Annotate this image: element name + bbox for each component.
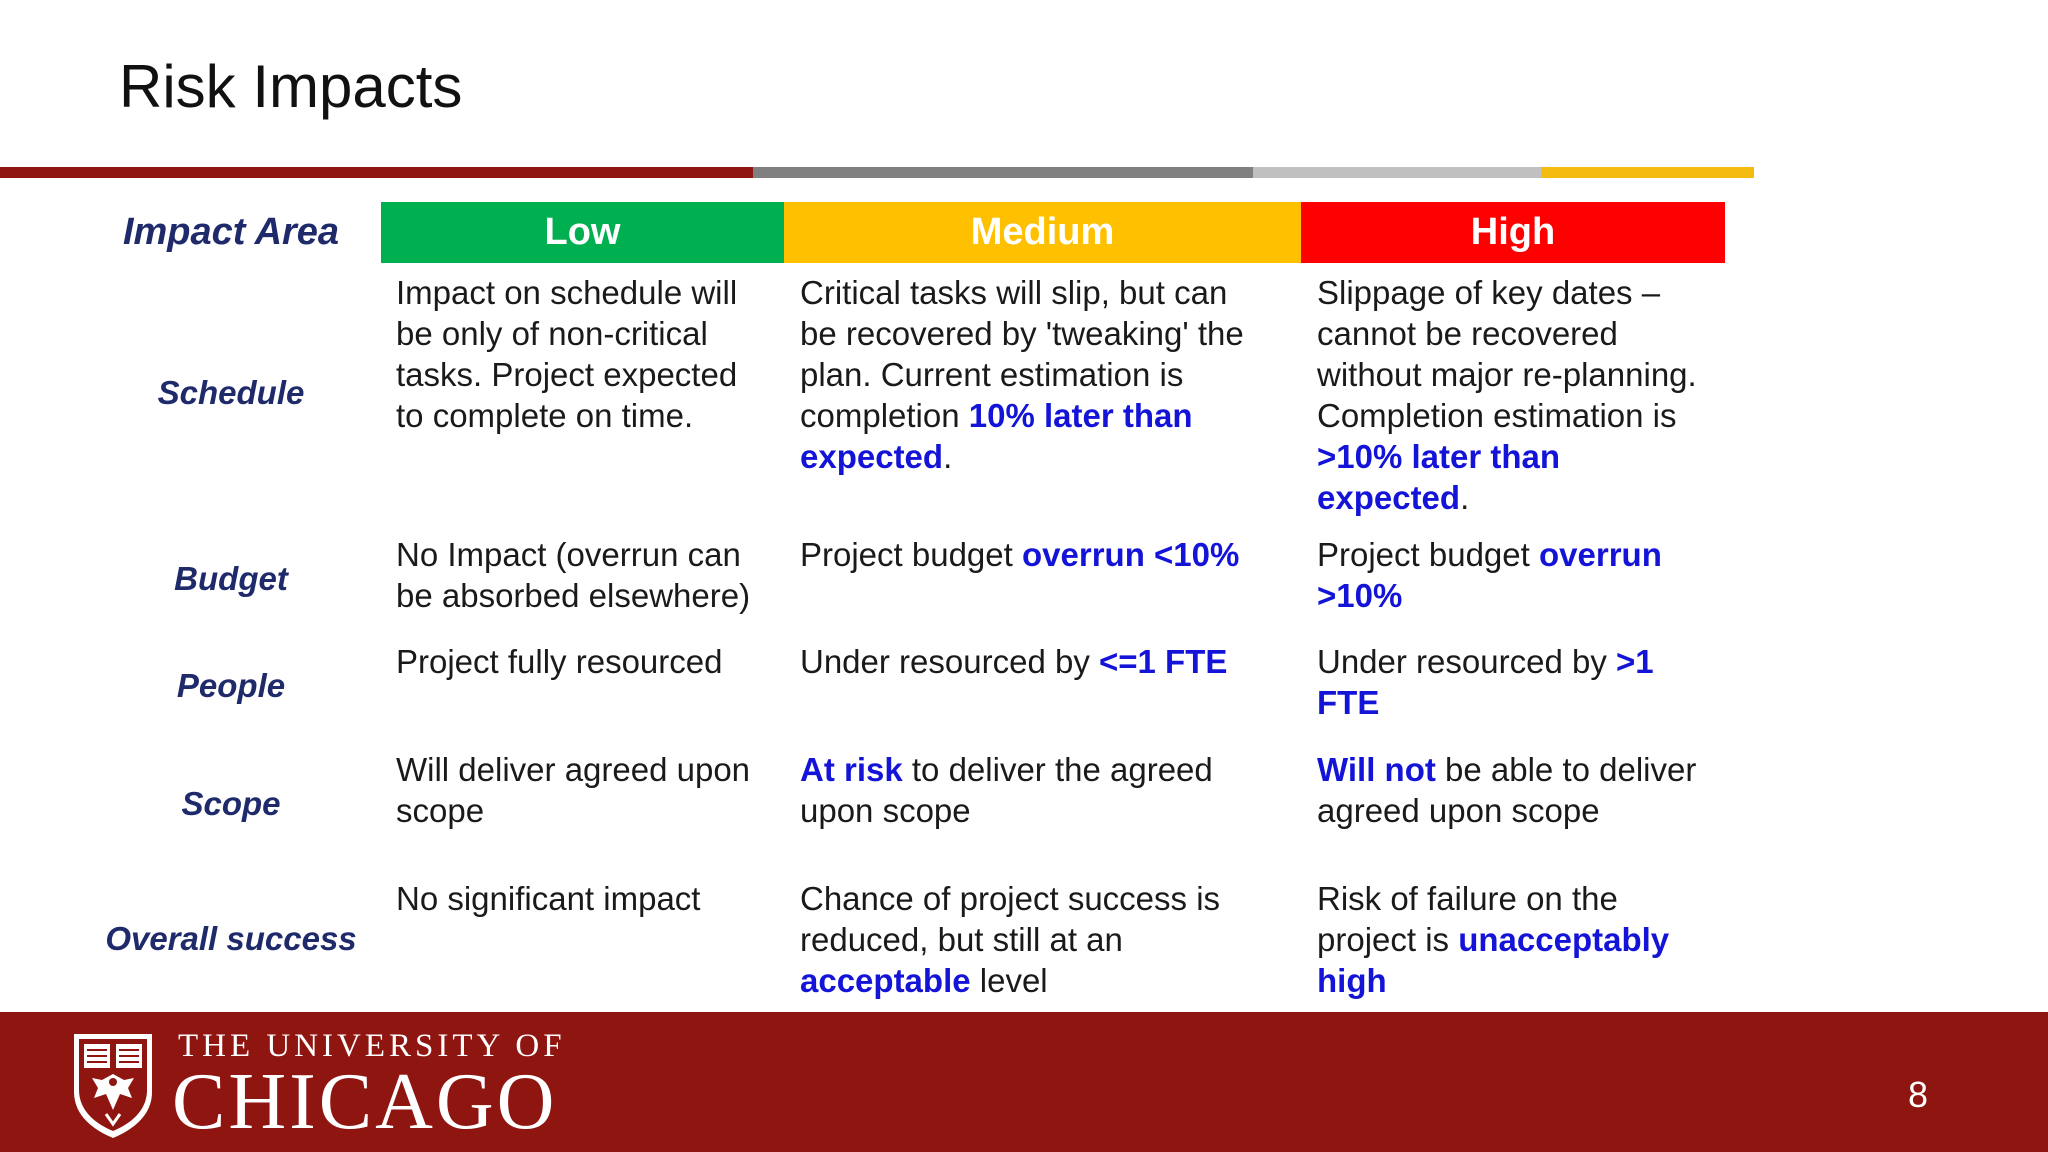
cell-medium: At risk to deliver the agreed upon scope (800, 749, 1300, 831)
header-medium: Medium (784, 202, 1301, 263)
highlighted-text: overrun <10% (1021, 536, 1240, 573)
impact-area-label: Scope (181, 785, 281, 822)
cell-low: Project fully resourced (396, 641, 781, 682)
divider-segment-red (0, 167, 753, 178)
impact-area-label: Budget (174, 560, 288, 597)
cell-text: Under resourced by (800, 643, 1099, 680)
cell-medium: Critical tasks will slip, but can be rec… (800, 272, 1300, 477)
page-number: 8 (1908, 1074, 1929, 1115)
cell-text: Project budget (1317, 536, 1539, 573)
highlighted-text: At risk (800, 751, 903, 788)
cell-high: Slippage of key dates – cannot be recove… (1317, 272, 1737, 518)
cell-text: Project fully resourced (396, 643, 723, 680)
highlighted-text: unacceptably high (1317, 921, 1670, 999)
cell-text: to deliver the agreed upon scope (800, 751, 1213, 829)
cell-text: . (943, 438, 953, 475)
cell-medium: Project budget overrun <10% (800, 534, 1300, 575)
cell-text: Risk of failure on the project is (1317, 880, 1618, 958)
cell-high: Risk of failure on the project is unacce… (1317, 878, 1737, 1001)
cell-text: level (970, 962, 1048, 999)
slide-title: Risk Impacts (119, 53, 463, 120)
highlighted-text: overrun >10% (1317, 536, 1662, 614)
cell-low: No significant impact (396, 878, 781, 919)
university-name-line1: THE UNIVERSITY OF (178, 1028, 566, 1064)
highlighted-text: >1 FTE (1317, 643, 1654, 721)
cell-low: No Impact (overrun can be absorbed elsew… (396, 534, 781, 616)
highlighted-text: acceptable (800, 962, 971, 999)
cell-text: Under resourced by (1317, 643, 1616, 680)
highlighted-text: <=1 FTE (1098, 643, 1228, 680)
cell-text: No significant impact (396, 880, 701, 917)
footer-bar (0, 1012, 2048, 1152)
cell-text: Will deliver agreed upon scope (396, 751, 751, 829)
cell-text: Chance of project success is reduced, bu… (800, 880, 1221, 958)
divider-segment-gray (753, 167, 1253, 178)
cell-high: Project budget overrun >10% (1317, 534, 1737, 616)
university-crest-icon (74, 1034, 152, 1138)
divider-segment-yellow (1541, 167, 1754, 178)
cell-text: Critical tasks will slip, but can be rec… (800, 274, 1244, 434)
header-high: High (1301, 202, 1725, 263)
cell-text: Impact on schedule will be only of non-c… (396, 274, 738, 434)
impact-area-label: People (176, 667, 286, 704)
cell-text: No Impact (overrun can be absorbed elsew… (396, 536, 751, 614)
divider-segment-light-gray (1253, 167, 1541, 178)
header-low: Low (381, 202, 784, 263)
impact-area-label: Schedule (157, 374, 305, 411)
impact-area-label: Overall success (105, 920, 357, 957)
university-name-line2: CHICAGO (172, 1058, 558, 1146)
cell-high: Under resourced by >1 FTE (1317, 641, 1737, 723)
cell-medium: Under resourced by <=1 FTE (800, 641, 1300, 682)
highlighted-text: 10% later than expected (800, 397, 1193, 475)
cell-text: Project budget (800, 536, 1022, 573)
cell-high: Will not be able to deliver agreed upon … (1317, 749, 1737, 831)
highlighted-text: >10% later than expected (1317, 438, 1561, 516)
cell-low: Will deliver agreed upon scope (396, 749, 781, 831)
cell-medium: Chance of project success is reduced, bu… (800, 878, 1300, 1001)
header-impact-area: Impact Area (122, 211, 340, 253)
highlighted-text: Will not (1317, 751, 1436, 788)
cell-text: be able to deliver agreed upon scope (1317, 751, 1697, 829)
cell-low: Impact on schedule will be only of non-c… (396, 272, 781, 436)
cell-text: Slippage of key dates – cannot be recove… (1317, 274, 1697, 434)
cell-text: . (1460, 479, 1470, 516)
table-header-row: Impact Area Low Medium High (0, 202, 1760, 263)
